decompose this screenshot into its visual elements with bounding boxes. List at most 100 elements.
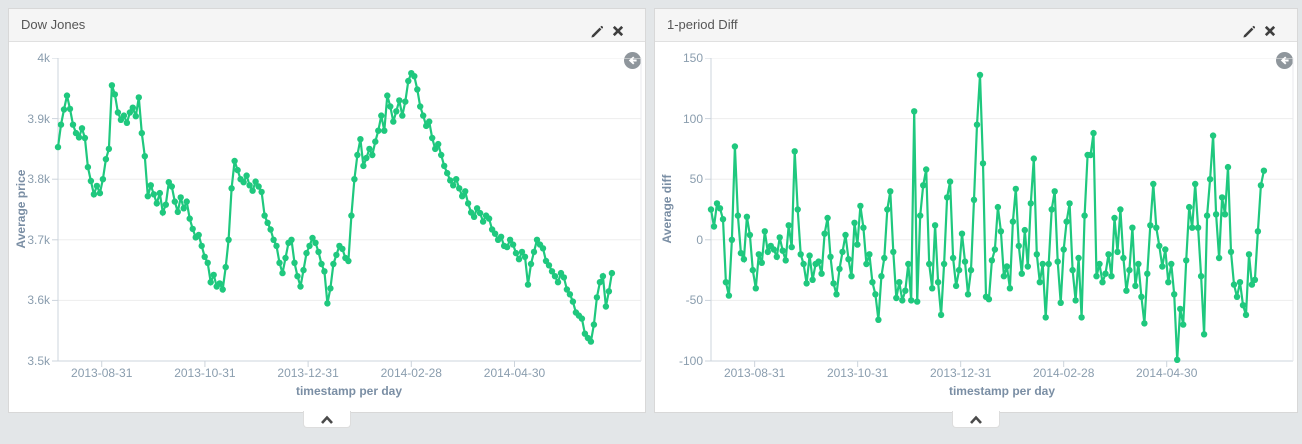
data-point[interactable] (133, 113, 139, 119)
data-point[interactable] (708, 206, 714, 212)
data-point[interactable] (1022, 227, 1028, 233)
data-point[interactable] (294, 273, 300, 279)
data-point[interactable] (932, 222, 938, 228)
data-point[interactable] (151, 191, 157, 197)
data-point[interactable] (58, 122, 64, 128)
data-point[interactable] (878, 273, 884, 279)
data-point[interactable] (297, 283, 303, 289)
data-point[interactable] (881, 255, 887, 261)
data-point[interactable] (1261, 168, 1267, 174)
data-point[interactable] (1114, 249, 1120, 255)
data-point[interactable] (1228, 249, 1234, 255)
data-point[interactable] (1120, 255, 1126, 261)
data-point[interactable] (1168, 261, 1174, 267)
data-point[interactable] (172, 198, 178, 204)
data-point[interactable] (378, 112, 384, 118)
data-point[interactable] (357, 136, 363, 142)
data-point[interactable] (1132, 283, 1138, 289)
data-point[interactable] (756, 251, 762, 257)
close-icon[interactable] (611, 18, 625, 32)
data-point[interactable] (225, 237, 231, 243)
data-point[interactable] (1177, 306, 1183, 312)
data-point[interactable] (992, 246, 998, 252)
data-point[interactable] (935, 279, 941, 285)
collapse-button[interactable] (303, 411, 351, 428)
data-point[interactable] (79, 125, 85, 131)
data-point[interactable] (789, 244, 795, 250)
data-point[interactable] (875, 317, 881, 323)
data-point[interactable] (711, 223, 717, 229)
data-point[interactable] (1081, 212, 1087, 218)
data-point[interactable] (570, 298, 576, 304)
data-point[interactable] (318, 261, 324, 267)
data-point[interactable] (780, 248, 786, 254)
data-point[interactable] (384, 92, 390, 98)
data-point[interactable] (387, 103, 393, 109)
data-point[interactable] (986, 296, 992, 302)
data-point[interactable] (1138, 294, 1144, 300)
data-point[interactable] (1040, 261, 1046, 267)
close-icon[interactable] (1263, 18, 1277, 32)
data-point[interactable] (953, 283, 959, 289)
data-point[interactable] (333, 252, 339, 258)
data-point[interactable] (381, 128, 387, 134)
data-point[interactable] (735, 212, 741, 218)
data-point[interactable] (480, 218, 486, 224)
data-point[interactable] (1117, 206, 1123, 212)
data-point[interactable] (291, 260, 297, 266)
data-point[interactable] (1213, 211, 1219, 217)
data-point[interactable] (729, 237, 735, 243)
data-point[interactable] (1099, 279, 1105, 285)
data-point[interactable] (1061, 246, 1067, 252)
data-point[interactable] (809, 277, 815, 283)
data-point[interactable] (1034, 251, 1040, 257)
data-point[interactable] (249, 188, 255, 194)
data-point[interactable] (815, 258, 821, 264)
data-point[interactable] (965, 291, 971, 297)
data-point[interactable] (456, 185, 462, 191)
data-point[interactable] (1153, 225, 1159, 231)
data-point[interactable] (1105, 251, 1111, 257)
plot-canvas[interactable] (703, 58, 1295, 369)
data-point[interactable] (306, 243, 312, 249)
data-point[interactable] (121, 112, 127, 118)
data-point[interactable] (830, 280, 836, 286)
data-point[interactable] (405, 78, 411, 84)
data-point[interactable] (1007, 285, 1013, 291)
data-point[interactable] (860, 225, 866, 231)
data-point[interactable] (1195, 225, 1201, 231)
data-point[interactable] (435, 141, 441, 147)
data-point[interactable] (777, 234, 783, 240)
data-point[interactable] (1159, 263, 1165, 269)
data-point[interactable] (109, 82, 115, 88)
data-point[interactable] (1090, 130, 1096, 136)
data-point[interactable] (1201, 331, 1207, 337)
data-point[interactable] (959, 231, 965, 237)
data-point[interactable] (726, 292, 732, 298)
data-point[interactable] (597, 279, 603, 285)
data-point[interactable] (522, 254, 528, 260)
data-point[interactable] (546, 262, 552, 268)
data-point[interactable] (762, 228, 768, 234)
data-point[interactable] (845, 256, 851, 262)
data-point[interactable] (899, 297, 905, 303)
data-point[interactable] (765, 249, 771, 255)
data-point[interactable] (498, 234, 504, 240)
data-point[interactable] (995, 204, 1001, 210)
data-point[interactable] (94, 183, 100, 189)
data-point[interactable] (273, 243, 279, 249)
data-point[interactable] (980, 160, 986, 166)
data-point[interactable] (399, 112, 405, 118)
data-point[interactable] (1225, 164, 1231, 170)
data-point[interactable] (444, 170, 450, 176)
data-point[interactable] (839, 249, 845, 255)
data-point[interactable] (270, 237, 276, 243)
data-point[interactable] (103, 156, 109, 162)
data-point[interactable] (609, 270, 615, 276)
data-point[interactable] (854, 241, 860, 247)
data-point[interactable] (1240, 302, 1246, 308)
data-point[interactable] (112, 91, 118, 97)
data-point[interactable] (205, 260, 211, 266)
data-point[interactable] (1010, 218, 1016, 224)
data-point[interactable] (1025, 263, 1031, 269)
